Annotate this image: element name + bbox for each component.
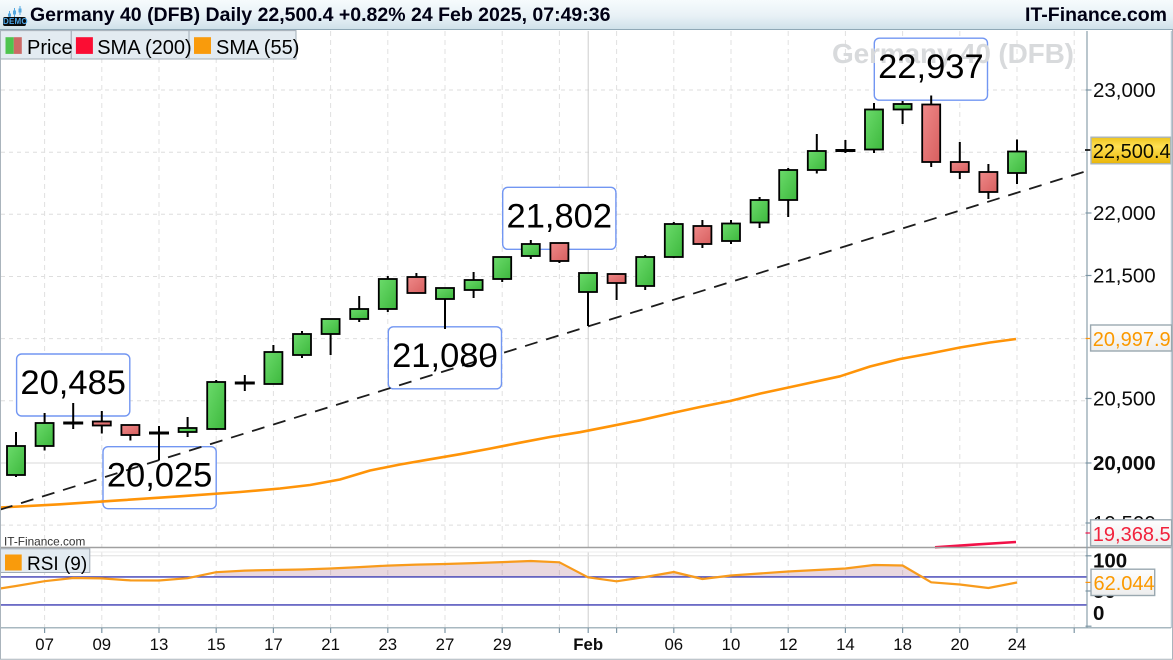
svg-text:10: 10	[722, 635, 741, 654]
svg-text:21: 21	[321, 635, 340, 654]
svg-text:SMA (55): SMA (55)	[216, 37, 299, 59]
svg-text:21,802: 21,802	[507, 197, 613, 235]
svg-text:21,500: 21,500	[1093, 265, 1156, 288]
svg-text:15: 15	[207, 635, 226, 654]
svg-text:07: 07	[35, 635, 54, 654]
svg-text:13: 13	[150, 635, 169, 654]
svg-text:29: 29	[493, 635, 512, 654]
svg-text:12: 12	[779, 635, 798, 654]
svg-text:20,485: 20,485	[20, 364, 126, 402]
svg-text:23: 23	[378, 635, 397, 654]
svg-text:20,025: 20,025	[107, 457, 213, 495]
svg-text:20,997.9: 20,997.9	[1093, 329, 1171, 351]
svg-text:23,000: 23,000	[1093, 79, 1156, 102]
svg-text:06: 06	[664, 635, 683, 654]
svg-text:22,937: 22,937	[878, 48, 984, 86]
svg-text:20,000: 20,000	[1093, 452, 1156, 475]
svg-text:Germany 40 (DFB): Germany 40 (DFB)	[832, 38, 1074, 69]
svg-text:18: 18	[893, 635, 912, 654]
svg-text:Feb: Feb	[573, 635, 603, 654]
svg-text:0: 0	[1093, 602, 1104, 625]
svg-text:09: 09	[92, 635, 111, 654]
svg-text:20: 20	[950, 635, 969, 654]
svg-text:14: 14	[836, 635, 855, 654]
svg-text:100: 100	[1093, 550, 1127, 573]
svg-text:17: 17	[264, 635, 283, 654]
svg-text:22,000: 22,000	[1093, 202, 1156, 225]
svg-text:SMA (200): SMA (200)	[97, 37, 191, 59]
svg-text:19,368.5: 19,368.5	[1093, 524, 1171, 546]
svg-text:Price: Price	[27, 37, 73, 59]
svg-text:27: 27	[436, 635, 455, 654]
svg-text:RSI (9): RSI (9)	[27, 554, 87, 575]
svg-text:IT-Finance.com: IT-Finance.com	[4, 535, 85, 549]
svg-text:24: 24	[1008, 635, 1027, 654]
svg-text:20,500: 20,500	[1093, 388, 1156, 411]
svg-text:22,500.4: 22,500.4	[1093, 141, 1171, 163]
svg-text:62.044: 62.044	[1094, 573, 1155, 595]
svg-text:21,080: 21,080	[392, 337, 498, 375]
